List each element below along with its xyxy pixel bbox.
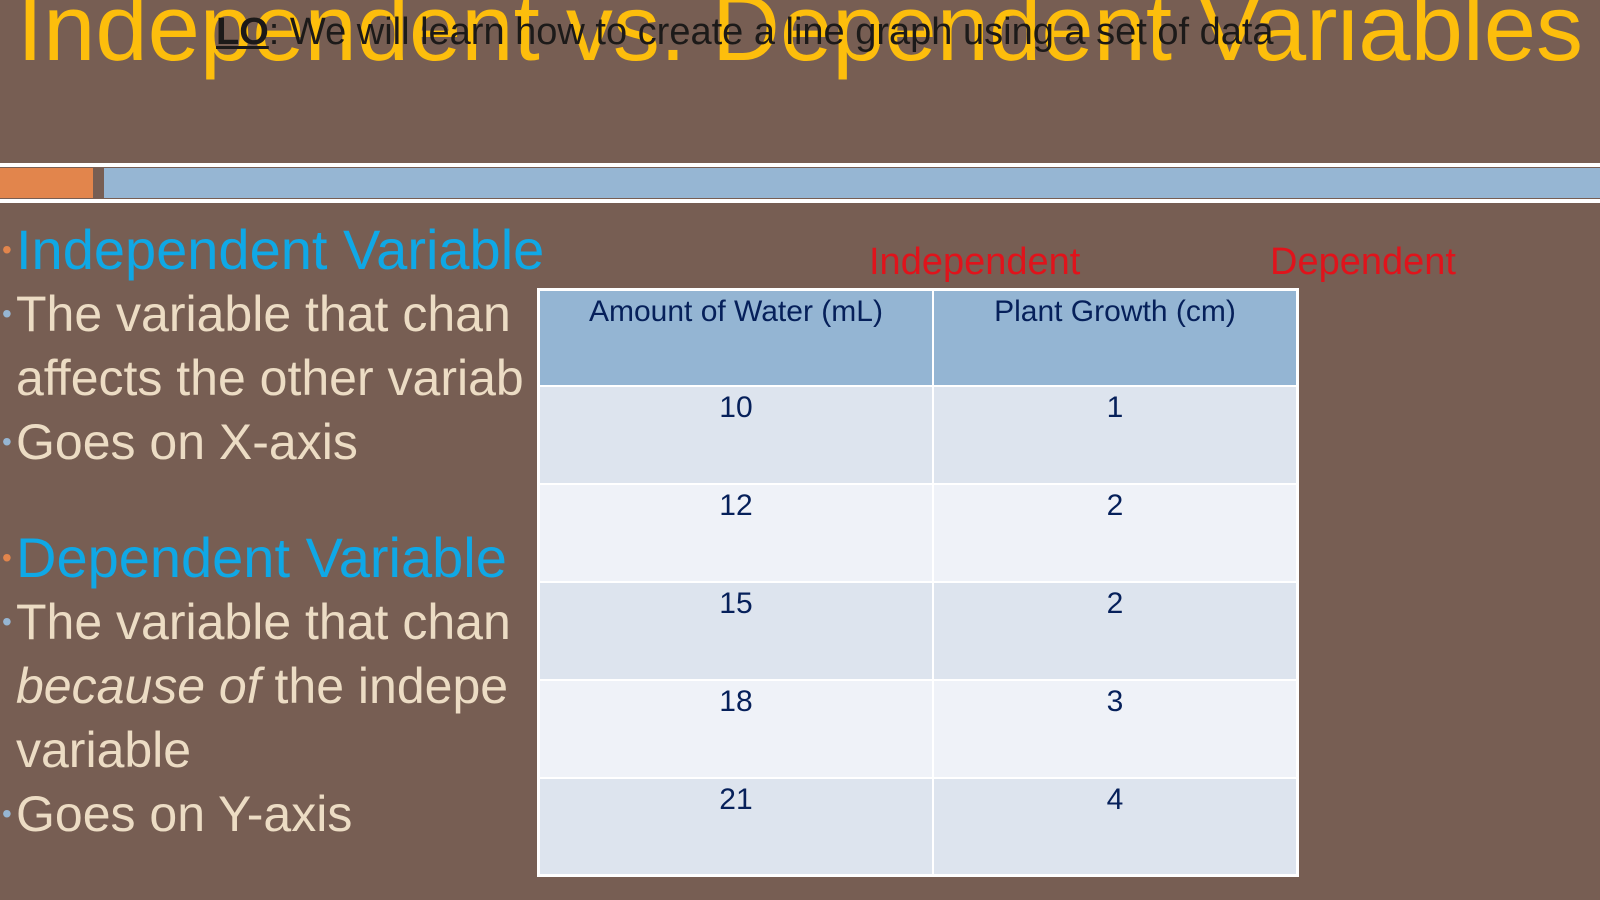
header-water: Amount of Water (mL) <box>537 288 934 387</box>
cell-growth: 1 <box>931 384 1299 485</box>
table-row: 18 3 <box>537 678 1299 779</box>
table-row: 10 1 <box>537 384 1299 485</box>
dependent-axis: • Goes on Y-axis <box>0 782 700 846</box>
bullet-icon: • <box>2 298 12 329</box>
slide-title: Independent vs. Dependent Variables <box>16 0 1584 80</box>
cell-water: 12 <box>537 482 934 583</box>
data-table: Amount of Water (mL) Plant Growth (cm) 1… <box>537 288 1299 877</box>
table-row: 12 2 <box>537 482 1299 583</box>
lo-label: LO <box>216 11 269 53</box>
dependent-definition-cont: because of the indepe <box>16 658 509 714</box>
dependent-definition-cont-2: variable <box>16 722 192 778</box>
header-accent-orange <box>0 168 93 198</box>
bullet-icon: • <box>2 426 12 457</box>
dependent-definition: • The variable that chan <box>0 590 700 654</box>
cell-water: 15 <box>537 580 934 681</box>
header-accent-blue <box>104 168 1600 198</box>
because-of-italic: because of <box>16 658 261 714</box>
dependent-column-label: Dependent <box>1270 241 1456 283</box>
independent-heading: • Independent Variable <box>2 218 545 281</box>
cell-growth: 2 <box>931 580 1299 681</box>
bullet-icon: • <box>2 606 12 637</box>
slide-body: • Independent Variable • The variable that… <box>0 218 700 846</box>
header-growth: Plant Growth (cm) <box>931 288 1299 387</box>
cell-growth: 4 <box>931 776 1299 877</box>
independent-axis: • Goes on X-axis <box>0 410 700 474</box>
cell-growth: 2 <box>931 482 1299 583</box>
independent-column-label: Independent <box>869 241 1081 283</box>
cell-growth: 3 <box>931 678 1299 779</box>
cell-water: 21 <box>537 776 934 877</box>
cell-water: 10 <box>537 384 934 485</box>
independent-definition: • The variable that chan <box>0 282 700 346</box>
header-divider-bottom <box>0 199 1600 203</box>
learning-objective: LO: We will learn how to create a line g… <box>216 8 1274 56</box>
table-row: 15 2 <box>537 580 1299 681</box>
cell-water: 18 <box>537 678 934 779</box>
table-header-row: Amount of Water (mL) Plant Growth (cm) <box>537 288 1299 387</box>
independent-definition-cont: affects the other variab <box>16 350 524 406</box>
dependent-heading: • Dependent Variable <box>2 526 507 589</box>
header-divider-top <box>0 163 1600 167</box>
bullet-icon: • <box>2 798 12 829</box>
lo-text: : We will learn how to create a line gra… <box>268 11 1274 53</box>
bullet-icon: • <box>2 542 12 573</box>
bullet-icon: • <box>2 234 12 265</box>
table-row: 21 4 <box>537 776 1299 877</box>
